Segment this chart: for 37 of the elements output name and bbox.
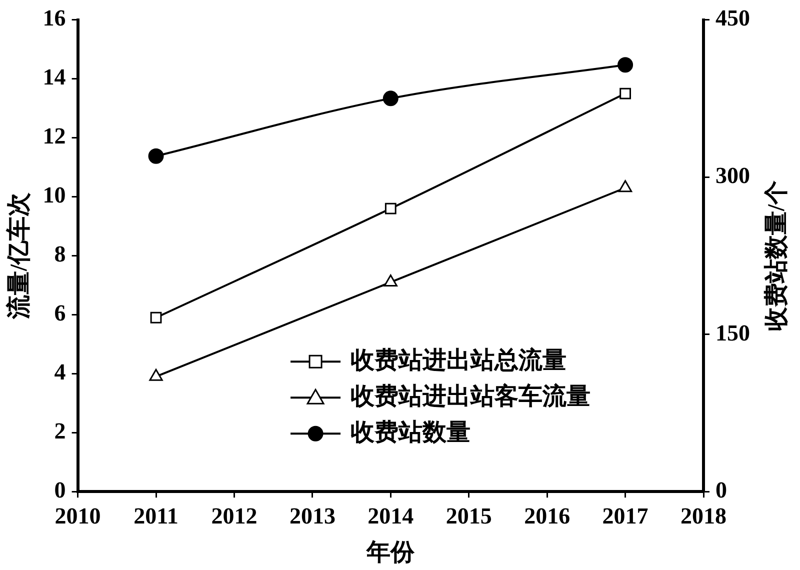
y-tick-label: 12 [42, 124, 66, 149]
y-axis-title: 流量/亿车次 [6, 191, 33, 320]
x-tick-label: 2011 [134, 503, 178, 528]
point [148, 148, 164, 164]
legend-label: 收费站数量 [350, 418, 471, 446]
y-tick-label: 16 [42, 6, 66, 31]
y-tick-label: 6 [54, 300, 66, 326]
point [149, 368, 163, 381]
point [618, 180, 632, 192]
x-tick-label: 2012 [211, 503, 258, 528]
point [620, 88, 631, 100]
x-tick-label: 2010 [54, 503, 101, 528]
y2-axis-title: 收费站数量/个 [763, 180, 790, 332]
x-tick-label: 2014 [368, 503, 414, 528]
point [150, 312, 162, 324]
x-axis-title: 年份 [366, 538, 416, 566]
y-tick-label: 14 [42, 64, 66, 90]
x-tick-label: 2018 [680, 503, 726, 528]
y-tick-label: 4 [54, 360, 66, 385]
y-tick-label: 8 [54, 242, 66, 267]
y2-tick-label: 300 [716, 163, 750, 188]
y2-tick-label: 450 [716, 6, 750, 31]
y-tick-label: 0 [54, 478, 66, 503]
point [384, 202, 396, 214]
y-tick-label: 2 [54, 418, 66, 444]
legend-label: 收费站进出站总流量 [350, 346, 567, 374]
point [384, 274, 398, 286]
point [618, 57, 634, 73]
x-tick-label: 2015 [446, 503, 492, 528]
y-tick-label: 10 [42, 182, 66, 208]
x-tick-label: 2017 [602, 503, 648, 528]
legend-label: 收费站进出站客车流量 [350, 382, 591, 410]
y2-tick-label: 0 [716, 478, 727, 503]
x-tick-label: 2016 [524, 503, 570, 528]
point [382, 90, 398, 106]
y2-tick-label: 150 [716, 320, 750, 346]
x-tick-label: 2013 [289, 503, 336, 528]
